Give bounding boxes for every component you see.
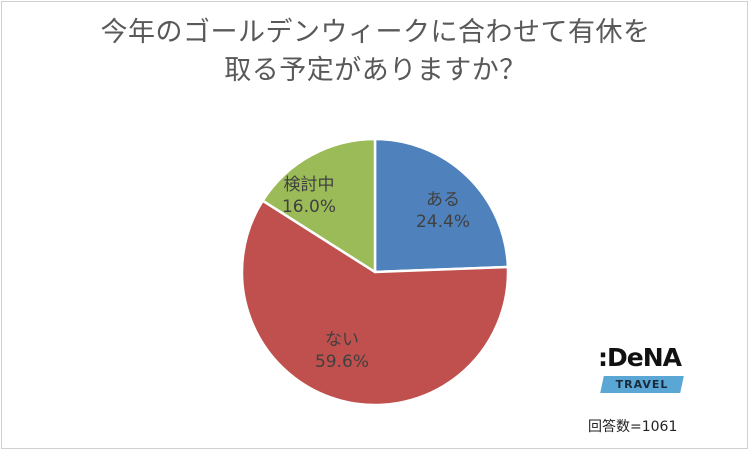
chart-title: 今年のゴールデンウィークに合わせて有休を 取る予定がありますか？	[0, 14, 751, 90]
pie-slice-2	[240, 199, 510, 407]
logo-subtext: TRAVEL	[615, 378, 669, 391]
slice-value-label-2: 59.6%	[315, 352, 369, 372]
slice-value-label-3: 16.0%	[282, 197, 336, 217]
pie-slice-3	[261, 137, 377, 274]
respondent-count: 回答数=1061	[588, 419, 678, 435]
chart-title-line-1: 今年のゴールデンウィークに合わせて有休を	[100, 17, 651, 48]
slice-value-label-1: 24.4%	[416, 212, 470, 232]
slice-category-label-2: ない	[325, 330, 359, 350]
slice-category-label-3: 検討中	[284, 175, 335, 195]
slice-category-label-1: ある	[426, 190, 460, 210]
pie-slice-1	[373, 137, 510, 274]
logo-wordmark: :DeNA	[598, 343, 682, 372]
chart-title-line-2: 取る予定がありますか？	[224, 55, 527, 86]
dena-travel-logo: :DeNA TRAVEL	[596, 344, 692, 400]
pie-slices	[240, 137, 510, 407]
